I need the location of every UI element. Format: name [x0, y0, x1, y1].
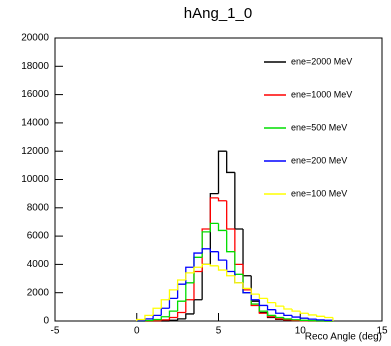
histogram-bin — [217, 265, 227, 271]
histogram-bin — [258, 294, 268, 300]
histogram-bin — [226, 270, 235, 277]
chart-title: hAng_1_0 — [184, 5, 252, 22]
histogram-bin — [315, 314, 325, 317]
histogram-bin — [266, 311, 276, 316]
y-tick-label: 2000 — [27, 287, 50, 298]
histogram-bin — [283, 306, 293, 310]
histogram-bin — [266, 305, 276, 311]
histogram-bin — [209, 264, 219, 267]
histogram-bin — [217, 223, 227, 232]
x-tick-label: 5 — [216, 326, 222, 337]
x-tick-label: 10 — [295, 326, 307, 337]
histogram-bin — [160, 299, 170, 309]
histogram-bin — [209, 222, 219, 232]
y-tick-label: 14000 — [21, 118, 49, 129]
histogram-bin — [176, 318, 186, 321]
y-tick-label: 6000 — [27, 231, 50, 242]
histogram-bin — [193, 252, 203, 268]
histogram-bin — [242, 282, 252, 290]
histogram-bin — [258, 304, 268, 312]
histogram-bin — [283, 313, 293, 316]
histogram-bin — [160, 316, 170, 320]
histogram-bin — [168, 289, 178, 300]
histogram-bin — [226, 200, 235, 230]
histogram-bin — [201, 248, 211, 254]
histogram-bin — [176, 279, 186, 290]
histogram-bin — [250, 288, 260, 295]
histogram-bin — [209, 248, 219, 253]
histogram-bin — [234, 275, 244, 284]
histogram-bin — [168, 319, 178, 321]
histogram-bin — [283, 317, 293, 320]
histogram-bin — [291, 308, 301, 312]
histogram-bin — [324, 316, 333, 319]
histogram-bin — [299, 311, 309, 314]
histogram-bin — [226, 230, 235, 253]
legend-label: ene=2000 MeV — [291, 56, 352, 66]
histogram-bin — [193, 266, 203, 273]
histogram-bin — [275, 302, 284, 307]
y-tick-label: 10000 — [21, 174, 49, 185]
x-tick-label: 0 — [134, 326, 140, 337]
x-axis-label: Reco Angle (deg) — [305, 332, 382, 343]
histogram-bin — [152, 307, 162, 316]
histogram-bin — [315, 319, 325, 321]
histogram-bin — [209, 193, 219, 265]
histogram-bin — [299, 319, 309, 321]
histogram-bin — [275, 315, 284, 319]
histogram-bin — [185, 272, 194, 280]
histogram-bin — [217, 251, 227, 261]
histogram-bin — [168, 310, 178, 317]
histogram-bin — [168, 316, 178, 320]
histogram-bin — [217, 150, 227, 194]
histogram-bin — [291, 318, 301, 321]
legend-label: ene=1000 MeV — [291, 89, 352, 99]
y-tick-label: 4000 — [27, 259, 50, 270]
histogram-bin — [266, 298, 276, 304]
histogram-bin — [176, 300, 186, 312]
histogram-bin — [275, 309, 284, 314]
histogram-bin — [201, 263, 211, 268]
x-tick-label: -5 — [51, 326, 60, 337]
y-tick-label: 0 — [43, 316, 49, 327]
y-tick-label: 12000 — [21, 146, 49, 157]
histogram-bin — [299, 317, 309, 319]
histogram-bin — [307, 313, 317, 316]
histogram-bin — [152, 318, 162, 321]
y-tick-label: 8000 — [27, 202, 50, 213]
y-tick-label: 16000 — [21, 89, 49, 100]
y-tick-label: 20000 — [21, 33, 49, 44]
y-tick-label: 18000 — [21, 61, 49, 72]
histogram-bin — [250, 292, 260, 301]
legend-label: ene=500 MeV — [291, 122, 347, 132]
histogram-bin — [185, 313, 194, 319]
x-tick-label: 15 — [376, 326, 388, 337]
histogram-bin — [226, 151, 235, 174]
legend-label: ene=200 MeV — [291, 155, 347, 165]
histogram-bin — [291, 315, 301, 318]
histogram-bin — [307, 318, 317, 320]
legend-label: ene=100 MeV — [291, 188, 347, 198]
histogram-bin — [258, 299, 268, 307]
histogram-bin — [217, 197, 227, 202]
histogram-bin — [176, 311, 186, 318]
histogram-bin — [209, 197, 219, 230]
histogram-bin — [136, 318, 145, 321]
histogram-bin — [144, 314, 154, 320]
